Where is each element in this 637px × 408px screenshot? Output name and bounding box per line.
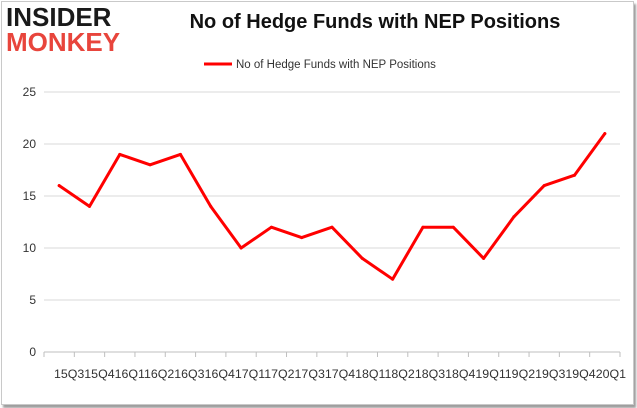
series-line xyxy=(57,132,607,281)
y-tick-label: 5 xyxy=(29,293,36,307)
x-tick-labels: 15Q315Q416Q116Q216Q316Q417Q117Q217Q317Q4… xyxy=(54,369,626,381)
data-point xyxy=(118,152,122,156)
y-tick-label: 0 xyxy=(29,345,36,359)
logo-text-monkey: MONKEY xyxy=(6,27,121,57)
data-point xyxy=(148,163,152,167)
data-point xyxy=(269,225,273,229)
data-point xyxy=(603,132,607,136)
data-point xyxy=(451,225,455,229)
data-point xyxy=(512,215,516,219)
data-point xyxy=(542,184,546,188)
data-point xyxy=(330,225,334,229)
data-point xyxy=(209,204,213,208)
data-point xyxy=(178,152,182,156)
data-point xyxy=(482,256,486,260)
y-tick-label: 20 xyxy=(23,137,37,151)
data-point xyxy=(573,173,577,177)
data-point xyxy=(421,225,425,229)
legend-label: No of Hedge Funds with NEP Positions xyxy=(236,59,436,71)
insider-monkey-logo: INSIDER MONKEY xyxy=(6,2,126,57)
data-point xyxy=(57,184,61,188)
data-point xyxy=(300,236,304,240)
chart-title: No of Hedge Funds with NEP Positions xyxy=(189,11,561,33)
data-point xyxy=(87,204,91,208)
logo-text-insider: INSIDER xyxy=(6,2,112,32)
y-tick-label: 15 xyxy=(23,189,37,203)
data-point xyxy=(239,246,243,250)
y-tick-label: 25 xyxy=(23,85,37,99)
y-tick-label: 10 xyxy=(23,241,37,255)
data-point xyxy=(360,256,364,260)
data-point xyxy=(391,277,395,281)
